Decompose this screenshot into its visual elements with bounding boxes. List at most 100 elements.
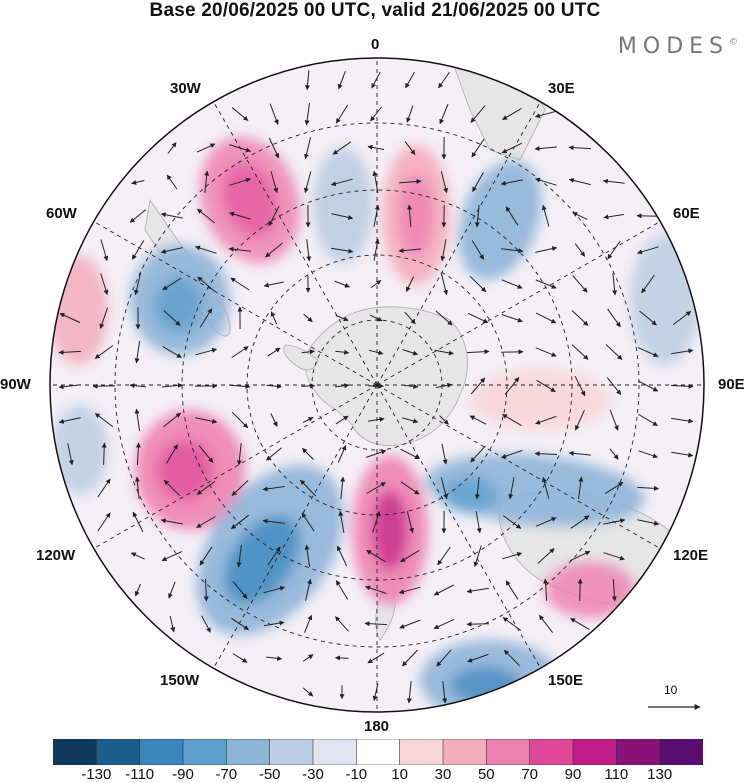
wind-vector	[400, 448, 420, 460]
wind-vector	[232, 581, 248, 599]
wind-vector	[406, 204, 412, 228]
meridian-line	[376, 384, 541, 669]
wind-vector	[398, 248, 422, 254]
wind-vector	[535, 279, 557, 289]
wind-vector	[130, 552, 145, 560]
wind-vector	[637, 380, 659, 392]
wind-vector	[94, 412, 114, 428]
wind-vector	[442, 681, 448, 704]
wind-vector	[400, 481, 420, 495]
wind-vector	[473, 545, 482, 567]
colorbar-tick-label: 30	[434, 766, 452, 783]
wind-vector	[131, 180, 145, 185]
wind-vector	[229, 144, 251, 153]
wind-vector	[440, 239, 447, 262]
wind-vector	[335, 315, 349, 322]
wind-vector	[535, 246, 558, 253]
wind-vector	[160, 518, 183, 525]
wind-vector	[265, 242, 283, 258]
wind-vector	[304, 137, 312, 160]
wind-vector	[197, 276, 215, 292]
anomaly-core	[157, 440, 213, 500]
wind-vector	[372, 683, 379, 701]
wind-vector	[466, 349, 490, 355]
wind-vector	[474, 205, 480, 228]
wind-vector	[100, 239, 109, 262]
colorbar-swatch	[269, 739, 314, 765]
anomaly-field	[50, 136, 700, 712]
longitude-label-60e: 60E	[673, 205, 700, 222]
longitude-label-120w: 120W	[36, 547, 76, 564]
wind-vector	[637, 246, 659, 255]
colorbar-tick-label: -10	[345, 766, 368, 783]
wind-vector	[569, 550, 591, 562]
wind-vector	[304, 544, 311, 567]
antarctic-peninsula	[283, 344, 319, 371]
wind-vector	[501, 142, 523, 154]
wind-vector	[534, 146, 558, 152]
wind-vector	[336, 545, 348, 567]
wind-vector	[471, 138, 485, 158]
chart-title: Base 20/06/2025 00 UTC, valid 21/06/2025…	[149, 0, 601, 21]
wind-vector	[334, 280, 350, 288]
wind-vector	[302, 416, 314, 424]
wind-vector	[196, 143, 216, 153]
wind-vector	[671, 417, 694, 424]
anomaly-core	[442, 477, 498, 513]
wind-vector	[435, 310, 453, 326]
wind-vector	[335, 415, 349, 425]
wind-vector	[500, 179, 523, 186]
wind-vector	[571, 344, 589, 360]
wind-vector	[230, 514, 250, 530]
wind-vector	[538, 614, 554, 634]
meridian-line	[213, 384, 378, 669]
wind-vector	[134, 408, 141, 431]
colorbar-swatch	[486, 739, 531, 765]
wind-vector	[231, 411, 249, 429]
wind-vector	[578, 476, 584, 499]
wind-vector	[372, 170, 379, 193]
wind-vector	[404, 311, 416, 325]
wind-vector	[537, 548, 555, 564]
wind-vector	[572, 212, 588, 220]
colorbar-swatch	[442, 739, 488, 765]
wind-vector	[304, 103, 310, 126]
longitude-label-90w: 90W	[0, 376, 31, 393]
wind-vector	[441, 443, 448, 465]
colorbar-tick-label: -50	[258, 766, 281, 783]
meridian-line	[376, 101, 541, 386]
longitude-label-150w: 150W	[160, 672, 200, 689]
wind-vector	[228, 246, 251, 252]
wind-vector	[400, 549, 420, 563]
colorbar-tick-label: 130	[647, 766, 673, 783]
colorbar	[53, 739, 703, 765]
wind-vector	[335, 383, 350, 389]
wind-vector	[330, 178, 353, 187]
wind-vector	[301, 383, 316, 389]
wind-vector	[405, 71, 415, 89]
wind-vector	[331, 213, 354, 220]
longitude-label-180: 180	[364, 718, 390, 735]
wind-vector	[534, 110, 557, 119]
wind-vector	[163, 479, 181, 497]
wind-vector	[471, 240, 485, 260]
wind-vector	[129, 383, 147, 389]
wind-vector	[340, 476, 346, 499]
wind-vector	[502, 617, 522, 631]
wind-vector	[262, 518, 285, 524]
wind-vector	[332, 141, 352, 155]
wind-vector	[335, 104, 349, 124]
wind-vector	[402, 349, 419, 356]
anomaly-pos-center-east	[470, 370, 610, 430]
wind-vector	[201, 615, 211, 633]
anomaly-pos-southeast	[545, 562, 635, 618]
wind-vector	[364, 621, 388, 627]
wind-vector	[577, 578, 583, 602]
wind-vector	[505, 580, 519, 600]
wind-vector	[268, 137, 280, 159]
wind-vector	[267, 347, 281, 357]
wind-vector	[195, 417, 218, 424]
wind-vector	[406, 105, 414, 123]
wind-vector	[230, 383, 251, 389]
wind-vector	[439, 415, 449, 425]
